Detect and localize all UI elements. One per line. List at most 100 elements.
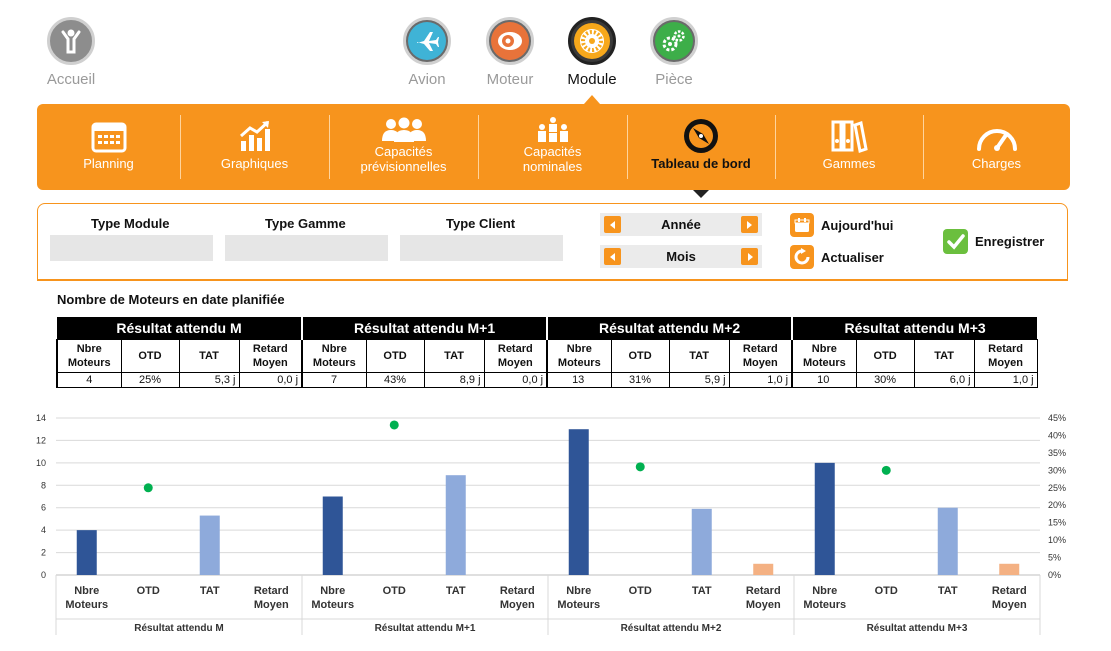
nav-avion[interactable]: Avion — [382, 17, 472, 88]
x-group-label: Résultat attendu M+1 — [375, 623, 476, 634]
year-stepper[interactable]: Année — [600, 213, 762, 236]
x-category-label: OTD — [629, 585, 652, 597]
toolbar-graphiques[interactable]: Graphiques — [180, 104, 329, 190]
x-category-label: Retard — [254, 585, 289, 597]
section-title: Nombre de Moteurs en date planifiée — [57, 292, 285, 307]
toolbar-planning-label: Planning — [83, 156, 134, 171]
type-gamme-select[interactable] — [225, 235, 388, 261]
y-left-tick-label: 14 — [36, 413, 46, 423]
gauge-icon — [975, 116, 1019, 156]
bar-nbre-moteurs — [322, 496, 343, 575]
table-cell: 4 — [56, 372, 122, 388]
toolbar-charges[interactable]: Charges — [923, 104, 1070, 190]
toolbar-divider — [775, 115, 776, 179]
toolbar-gammes[interactable]: Gammes — [775, 104, 923, 190]
gears-icon — [650, 17, 698, 65]
table-row: 4 25% 5,3 j 0,0 j 7 43% 8,9 j 0,0 j 13 3… — [56, 372, 1038, 388]
toolbar-tableau-de-bord[interactable]: Tableau de bord — [627, 104, 775, 190]
month-next-button[interactable] — [741, 248, 758, 265]
x-category-label: Moteurs — [311, 599, 354, 611]
x-category-label: TAT — [938, 585, 958, 597]
bar-tat — [199, 515, 220, 575]
toolbar-capacites-previsionnelles[interactable]: Capacités prévisionnelles — [329, 104, 478, 190]
table-cell: 0,0 j — [483, 372, 548, 388]
refresh-button[interactable]: Actualiser — [790, 245, 884, 269]
month-stepper[interactable]: Mois — [600, 245, 762, 268]
type-module-select[interactable] — [50, 235, 213, 261]
year-prev-button[interactable] — [604, 216, 621, 233]
y-right-tick-label: 35% — [1048, 448, 1066, 458]
y-left-tick-label: 12 — [36, 435, 46, 445]
toolbar-planning[interactable]: Planning — [37, 104, 180, 190]
home-icon — [47, 17, 95, 65]
bar-retard-moyen — [753, 563, 774, 575]
nav-moteur-label: Moteur — [486, 71, 534, 88]
y-right-tick-label: 10% — [1048, 535, 1066, 545]
x-category-label: OTD — [137, 585, 160, 597]
type-client-label: Type Client — [446, 216, 516, 231]
bar-nbre-moteurs — [568, 429, 589, 575]
bar-nbre-moteurs — [76, 530, 97, 575]
nav-piece[interactable]: Pièce — [629, 17, 719, 88]
nav-module[interactable]: Module — [547, 17, 637, 88]
refresh-label: Actualiser — [821, 249, 884, 265]
x-category-label: Moyen — [992, 599, 1027, 611]
bar-tat — [691, 508, 712, 575]
otd-point — [143, 483, 153, 493]
arrow-left-icon — [609, 252, 615, 261]
table-sub-header: Nbre Moteurs — [791, 339, 857, 373]
save-button[interactable]: Enregistrer — [943, 229, 1044, 254]
y-right-tick-label: 0% — [1048, 570, 1061, 580]
module-toolbar: Planning Graphiques Capacités prévisionn… — [37, 104, 1070, 190]
toolbar-capacites-nominales[interactable]: Capacités nominales — [478, 104, 627, 190]
type-module-label: Type Module — [91, 216, 170, 231]
module-icon — [568, 17, 616, 65]
table-group-header: Résultat attendu M — [57, 317, 303, 340]
month-prev-button[interactable] — [604, 248, 621, 265]
bar-chart-icon — [238, 116, 272, 156]
table-cell: 7 — [301, 372, 367, 388]
active-toolbar-pointer — [693, 190, 709, 198]
x-category-label: Nbre — [74, 585, 99, 597]
binders-icon — [830, 116, 868, 156]
toolbar-divider — [329, 115, 330, 179]
nav-moteur[interactable]: Moteur — [465, 17, 555, 88]
table-sub-header: Retard Moyen — [728, 339, 793, 373]
table-cell: 1,0 j — [728, 372, 793, 388]
nav-home[interactable]: Accueil — [26, 17, 116, 88]
y-left-tick-label: 10 — [36, 458, 46, 468]
table-cell: 25% — [120, 372, 180, 388]
x-category-label: OTD — [875, 585, 898, 597]
table-cell: 1,0 j — [973, 372, 1038, 388]
table-sub-header: Nbre Moteurs — [301, 339, 367, 373]
table-sub-header: OTD — [610, 339, 670, 373]
save-label: Enregistrer — [975, 234, 1045, 249]
x-category-label: TAT — [692, 585, 712, 597]
x-category-label: Nbre — [566, 585, 591, 597]
refresh-icon — [790, 245, 814, 269]
table-sub-header: OTD — [120, 339, 180, 373]
x-category-label: Retard — [746, 585, 781, 597]
table-sub-header: Retard Moyen — [238, 339, 303, 373]
toolbar-tableau-de-bord-label: Tableau de bord — [651, 156, 751, 171]
toolbar-charges-label: Charges — [971, 156, 1022, 171]
table-cell: 0,0 j — [238, 372, 303, 388]
arrow-left-icon — [609, 220, 615, 229]
year-next-button[interactable] — [740, 216, 758, 233]
table-cell: 10 — [791, 372, 857, 388]
type-client-select[interactable] — [400, 235, 563, 261]
calendar-icon — [91, 116, 127, 156]
nav-avion-label: Avion — [408, 71, 446, 88]
otd-point — [635, 462, 645, 472]
x-category-label: Retard — [992, 585, 1027, 597]
today-button[interactable]: Aujourd'hui — [790, 213, 893, 237]
x-category-label: Moteurs — [65, 599, 108, 611]
toolbar-capacites-nominales-label: Capacités nominales — [522, 144, 583, 174]
x-group-label: Résultat attendu M — [134, 623, 223, 634]
x-category-label: Moyen — [254, 599, 289, 611]
table-sub-header: TAT — [178, 339, 240, 373]
table-sub-header: Retard Moyen — [973, 339, 1038, 373]
table-cell: 43% — [365, 372, 425, 388]
y-left-tick-label: 0 — [41, 570, 46, 580]
toolbar-graphiques-label: Graphiques — [220, 156, 289, 171]
